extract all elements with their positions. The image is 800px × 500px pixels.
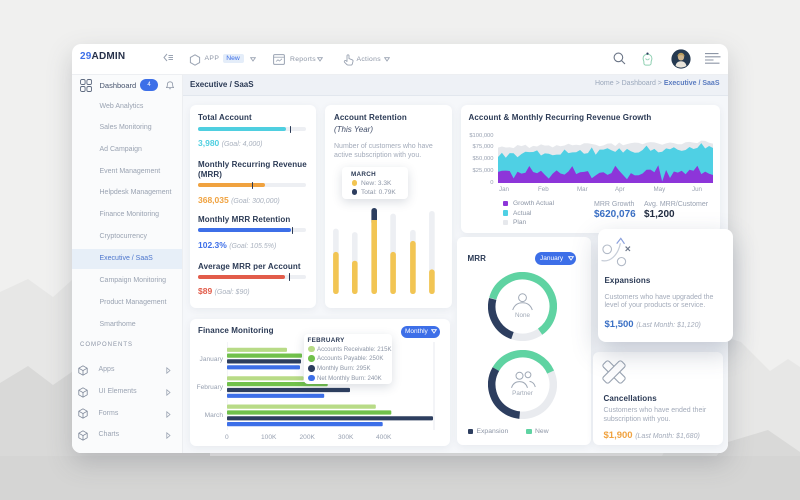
svg-text:Partner: Partner: [512, 390, 533, 397]
svg-text:None: None: [515, 312, 531, 319]
